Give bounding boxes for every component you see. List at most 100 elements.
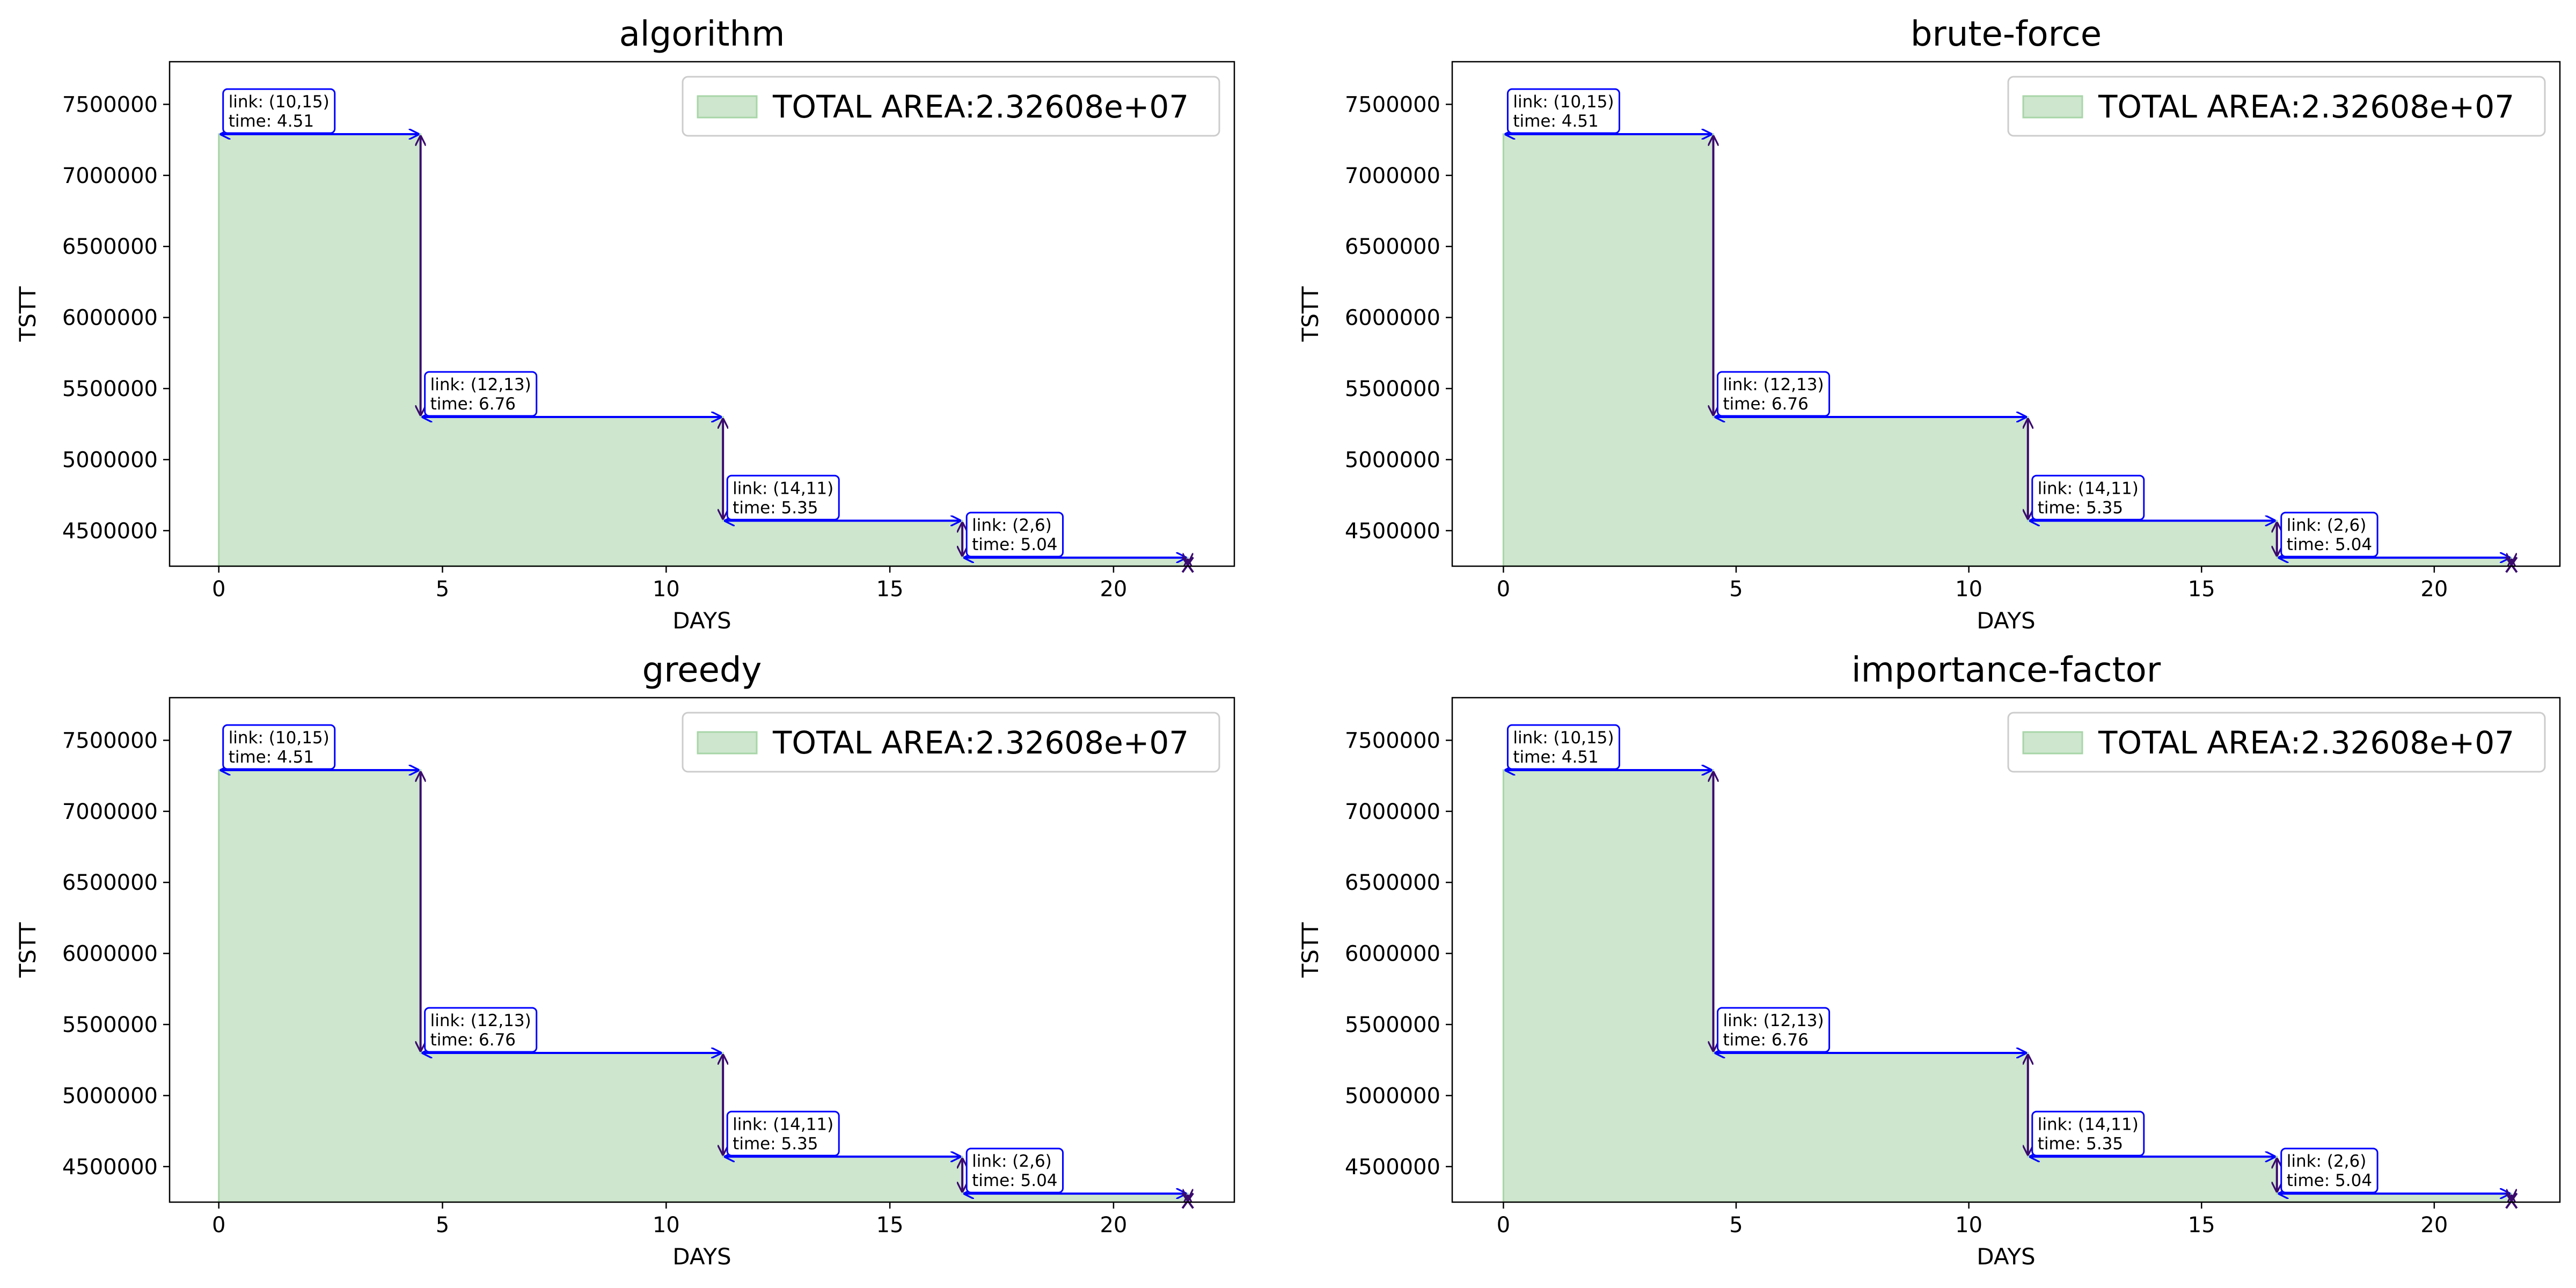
- legend: TOTAL AREA:2.32608e+07: [2007, 76, 2546, 137]
- legend-frame: [2007, 76, 2546, 137]
- plot-area: [1502, 769, 2513, 1202]
- x-tick-label: 0: [212, 1213, 225, 1238]
- x-tick-label: 15: [876, 577, 904, 602]
- y-tick-label: 5000000: [1345, 1084, 1440, 1108]
- annotation-time: time: 6.76: [430, 394, 516, 414]
- annotation-time: time: 6.76: [1723, 394, 1809, 414]
- annotation-box: [2031, 474, 2145, 521]
- legend-frame: [682, 712, 1220, 773]
- x-tick-label: 0: [1497, 577, 1510, 602]
- annotation-time: time: 4.51: [229, 112, 314, 131]
- annotation-time: time: 4.51: [229, 748, 314, 767]
- plot-area: [218, 133, 1189, 566]
- y-tick-label: 4500000: [1345, 1155, 1440, 1180]
- chart-title: algorithm: [619, 14, 785, 54]
- legend-label: TOTAL AREA:2.32608e+07: [772, 724, 1189, 761]
- annotation-time: time: 4.51: [1513, 112, 1598, 131]
- annotation-box: [965, 511, 1064, 558]
- axes-frame: [1451, 697, 2561, 1203]
- y-tick-label: 6500000: [1345, 870, 1440, 895]
- annotation-time: time: 5.35: [733, 1134, 818, 1153]
- annotation-link: link: (12,13): [430, 1011, 531, 1030]
- x-axis-label: DAYS: [1977, 608, 2035, 634]
- chart-title: brute-force: [1911, 14, 2102, 54]
- annotation-link: link: (14,11): [733, 1115, 833, 1134]
- y-tick-label: 5000000: [62, 1084, 158, 1108]
- annotation-link: link: (14,11): [2038, 1115, 2139, 1134]
- legend-frame: [2007, 712, 2546, 773]
- annotation-time: time: 6.76: [430, 1030, 516, 1050]
- step-annotation: link: (10,15)time: 4.51: [1506, 88, 1620, 134]
- y-tick-label: 7500000: [62, 92, 158, 117]
- y-tick-label: 5500000: [62, 377, 158, 401]
- y-axis-label: TSTT: [14, 922, 41, 978]
- annotation-box: [1717, 1007, 1831, 1053]
- annotation-time: time: 5.04: [972, 535, 1057, 554]
- annotation-box: [222, 724, 336, 770]
- y-tick-label: 6000000: [1345, 942, 1440, 967]
- tstt-area: [218, 133, 1189, 566]
- annotation-link: link: (12,13): [1723, 375, 1824, 394]
- x-tick-label: 15: [876, 1213, 904, 1238]
- annotation-box: [424, 371, 538, 417]
- annotation-link: link: (14,11): [733, 479, 833, 498]
- y-tick-label: 6500000: [62, 235, 158, 259]
- x-tick-label: 0: [212, 577, 225, 602]
- annotation-box: [965, 1147, 1064, 1194]
- y-tick-label: 7500000: [62, 728, 158, 753]
- y-tick-label: 7000000: [1345, 164, 1440, 188]
- x-tick-label: 20: [2420, 577, 2448, 602]
- end-marker: [2505, 557, 2518, 573]
- x-tick-label: 5: [436, 1213, 449, 1238]
- annotation-link: link: (12,13): [430, 375, 531, 394]
- plot-area: [1502, 133, 2513, 566]
- annotation-link: link: (2,6): [2287, 1152, 2367, 1171]
- annotation-link: link: (14,11): [2038, 479, 2139, 498]
- step-annotation: link: (12,13)time: 6.76: [1717, 1007, 1831, 1053]
- annotation-box: [726, 1110, 840, 1157]
- x-tick-label: 10: [1955, 1213, 1982, 1238]
- chart-title: greedy: [642, 650, 762, 690]
- axes-frame: [169, 697, 1235, 1203]
- annotation-link: link: (12,13): [1723, 1011, 1824, 1030]
- end-marker: [1181, 557, 1194, 573]
- y-tick-label: 6000000: [62, 942, 158, 967]
- x-tick-label: 5: [436, 577, 449, 602]
- y-tick-label: 4500000: [62, 519, 158, 544]
- step-annotation: link: (2,6)time: 5.04: [2280, 1147, 2379, 1194]
- y-tick-label: 5000000: [1345, 448, 1440, 472]
- y-tick-label: 7000000: [62, 800, 158, 824]
- legend-label: TOTAL AREA:2.32608e+07: [2098, 724, 2514, 761]
- y-tick-label: 4500000: [62, 1155, 158, 1180]
- annotation-time: time: 5.35: [2038, 1134, 2123, 1153]
- annotation-time: time: 5.04: [2287, 535, 2372, 554]
- x-tick-label: 10: [653, 1213, 680, 1238]
- annotation-box: [2031, 1110, 2145, 1157]
- annotation-time: time: 5.04: [972, 1171, 1057, 1190]
- y-axis-label: TSTT: [1297, 922, 1323, 978]
- step-annotation: link: (2,6)time: 5.04: [965, 511, 1064, 558]
- annotation-box: [222, 88, 336, 134]
- step-annotation: link: (14,11)time: 5.35: [726, 1110, 840, 1157]
- legend-swatch: [2022, 95, 2083, 119]
- annotation-box: [1717, 371, 1831, 417]
- legend: TOTAL AREA:2.32608e+07: [2007, 712, 2546, 773]
- end-marker: [2505, 1192, 2518, 1209]
- x-tick-label: 5: [1729, 1213, 1743, 1238]
- legend-label: TOTAL AREA:2.32608e+07: [2098, 89, 2514, 125]
- y-tick-label: 5500000: [1345, 1013, 1440, 1037]
- annotation-time: time: 6.76: [1723, 1030, 1809, 1050]
- legend-swatch: [697, 95, 758, 119]
- annotation-link: link: (10,15): [1513, 728, 1614, 748]
- tstt-area: [1502, 769, 2513, 1202]
- x-axis-label: DAYS: [672, 608, 731, 634]
- y-tick-label: 4500000: [1345, 519, 1440, 544]
- annotation-link: link: (2,6): [2287, 516, 2367, 535]
- step-annotation: link: (10,15)time: 4.51: [222, 88, 336, 134]
- annotation-box: [1506, 88, 1620, 134]
- tstt-area: [1502, 133, 2513, 566]
- y-tick-label: 7500000: [1345, 92, 1440, 117]
